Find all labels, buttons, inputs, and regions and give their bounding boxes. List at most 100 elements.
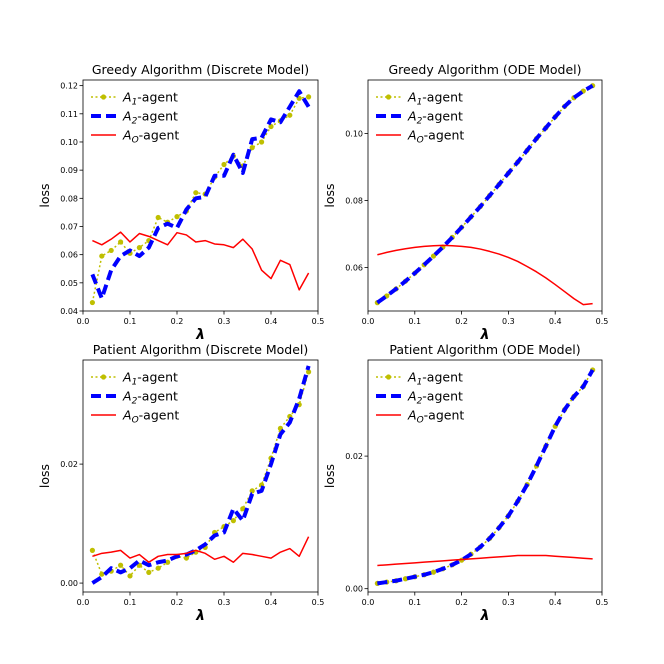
data-point-a1 [230,518,236,524]
y-axis-label: loss [322,464,337,488]
series-line-ao [377,554,593,567]
legend-label: A1-agent [407,370,463,388]
x-tick-label: 0.4 [549,317,562,326]
legend-marker-a1 [100,374,107,380]
y-tick-label: 0.00 [345,585,363,594]
chart-title: Patient Algorithm (ODE Model) [389,342,580,357]
x-tick-label: 0.0 [362,317,375,326]
x-tick-label: 0.0 [77,598,90,607]
y-tick-label: 0.04 [60,307,78,316]
data-point-a1 [287,112,293,118]
data-point-a1 [306,94,312,100]
y-tick-label: 0.10 [345,130,363,139]
series-line-a1 [91,371,310,577]
x-tick-label: 0.1 [408,598,421,607]
x-tick-label: 0.3 [218,317,231,326]
axes-frame [82,79,319,312]
data-point-a1 [108,247,114,254]
legend-label: AO-agent [407,408,464,426]
x-tick-label: 0.1 [124,317,137,326]
x-tick-label: 0.3 [502,598,515,607]
series-line-ao [92,231,310,291]
y-tick-label: 0.02 [345,452,363,461]
legend-label: A1-agent [122,370,178,388]
x-axis-label: λ [480,608,490,624]
data-point-a1 [89,299,95,306]
x-tick-label: 0.2 [455,598,468,607]
x-tick-label: 0.5 [312,598,325,607]
legend-label: A2-agent [407,109,463,127]
data-point-a1 [430,569,437,575]
x-tick-label: 0.1 [408,317,421,326]
x-tick-label: 0.3 [502,317,515,326]
y-tick-label: 0.06 [60,251,78,260]
y-tick-label: 0.06 [345,263,363,272]
legend-label: A1-agent [122,90,178,108]
x-tick-label: 0.0 [77,317,90,326]
x-tick-label: 0.4 [549,598,562,607]
data-point-a1 [146,569,152,575]
x-tick-label: 0.3 [218,598,231,607]
legend-marker-a1 [385,374,392,380]
data-point-a1 [183,555,189,561]
y-tick-label: 0.00 [60,579,78,588]
axes-frame [367,79,603,312]
legend-label: A2-agent [407,389,463,407]
data-point-a1 [193,190,199,196]
x-tick-label: 0.2 [171,598,184,607]
legend-label: AO-agent [407,128,464,146]
data-point-a1 [268,123,274,130]
x-tick-label: 0.4 [265,598,278,607]
legend-label: A2-agent [122,109,178,127]
subplot-2: Greedy Algorithm (ODE Model) 0.0 0.1 0.2 0.3… [322,62,608,343]
data-point-a1 [155,565,161,571]
x-tick-label: 0.0 [362,598,375,607]
legend-marker-a1 [385,94,392,100]
data-point-a1 [221,161,227,168]
y-tick-label: 0.05 [60,279,78,288]
data-point-a1 [89,547,95,553]
x-tick-label: 0.1 [124,598,137,607]
data-point-a1 [155,214,161,221]
y-tick-label: 0.07 [60,222,78,231]
y-tick-label: 0.02 [60,460,78,469]
series-line-ao [377,244,593,306]
series-line-a2 [91,365,311,585]
data-point-a1 [99,571,105,577]
x-tick-label: 0.5 [312,317,325,326]
data-point-a1 [240,506,246,512]
series-line-a2 [376,83,594,305]
x-tick-label: 0.4 [265,317,278,326]
series-line-a2 [90,89,311,301]
chart-title: Greedy Algorithm (Discrete Model) [92,62,309,77]
subplot-4: Patient Algorithm (ODE Model) 0.0 0.1 0.2 0.… [322,342,608,624]
data-point-a1 [118,562,124,568]
x-tick-label: 0.5 [596,317,609,326]
data-point-a1 [99,253,105,259]
axes-frame [82,359,319,593]
y-tick-label: 0.09 [60,166,78,175]
y-tick-label: 0.12 [60,82,78,91]
series-line-ao [92,536,310,564]
y-tick-label: 0.08 [60,194,78,203]
legend-label: A1-agent [407,90,463,108]
data-point-a1 [136,245,142,251]
chart-title: Greedy Algorithm (ODE Model) [388,62,581,77]
chart-title: Patient Algorithm (Discrete Model) [93,342,309,357]
data-point-a1 [249,145,255,151]
subplot-1: Greedy Algorithm (Discrete Model) 0.0 0.1 0… [37,62,324,343]
x-tick-label: 0.2 [455,317,468,326]
y-tick-label: 0.11 [60,110,78,119]
y-tick-label: 0.08 [345,197,363,206]
data-point-a1 [165,559,171,565]
data-point-a1 [118,239,124,245]
data-point-a1 [174,214,180,220]
y-axis-label: loss [37,464,52,488]
x-axis-label: λ [480,327,490,343]
axes-frame [367,359,603,593]
